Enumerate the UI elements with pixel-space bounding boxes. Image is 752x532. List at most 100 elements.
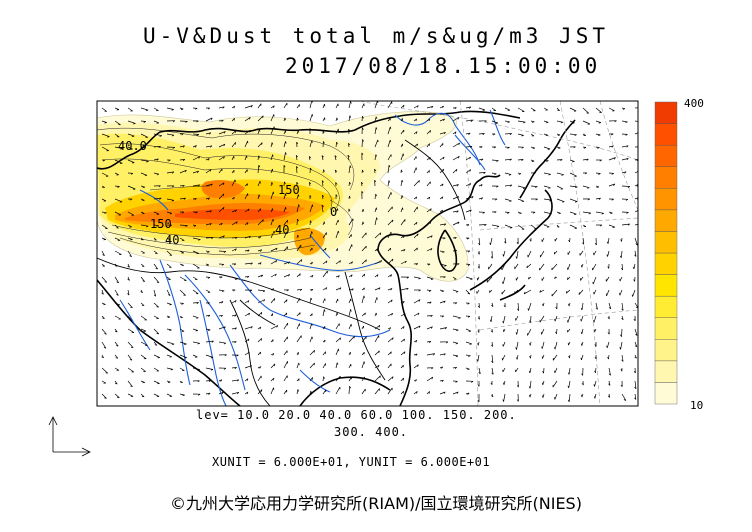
wind-arrow-head (490, 395, 494, 398)
wind-arrow (179, 276, 187, 281)
wind-arrow-head (210, 117, 213, 120)
wind-arrow (101, 328, 107, 335)
wind-arrow (296, 259, 303, 265)
wind-arrow-head (608, 383, 611, 386)
wind-arrow-head (209, 210, 212, 213)
wind-arrow-head (299, 288, 303, 291)
wind-arrow-head (593, 384, 595, 387)
wind-arrow (387, 219, 394, 226)
wind-arrow (552, 380, 558, 388)
wind-arrow-head (247, 249, 250, 252)
wind-arrow (465, 209, 472, 213)
wind-arrow (166, 367, 173, 370)
wind-arrow (192, 170, 199, 174)
wind-arrow (361, 312, 366, 317)
wind-arrow-head (599, 159, 602, 162)
wind-arrow (166, 198, 174, 201)
reference-vector (48, 416, 91, 457)
wind-arrow (205, 237, 214, 239)
wind-arrow (465, 183, 471, 187)
wind-arrow-head (196, 302, 199, 305)
wind-arrow (348, 129, 350, 135)
wind-arrow-head (259, 366, 262, 369)
wind-arrow-head (626, 158, 629, 161)
wind-arrow-head (321, 204, 324, 207)
wind-arrow (620, 250, 623, 258)
wind-arrow-head (196, 170, 199, 174)
wind-arrow-head (529, 239, 532, 242)
wind-arrow (568, 393, 571, 402)
wind-arrow-head (158, 185, 161, 188)
wind-arrow-head (334, 155, 337, 158)
wind-arrow (554, 341, 558, 350)
wind-arrow-head (248, 235, 251, 239)
wind-arrow (101, 211, 107, 214)
wind-arrow-head (490, 330, 493, 333)
wind-arrow-head (403, 105, 405, 108)
wind-arrow (374, 325, 381, 330)
wind-arrow-head (297, 218, 299, 222)
wind-arrow (127, 289, 130, 296)
wind-arrow (309, 204, 313, 213)
wind-arrow-head (515, 347, 517, 350)
wind-arrow-head (445, 341, 449, 344)
wind-arrow (127, 107, 133, 112)
wind-arrow (192, 133, 199, 135)
wind-arrow (578, 289, 584, 295)
wind-arrow (527, 250, 532, 258)
wind-arrow (192, 237, 201, 240)
wind-arrow-head (441, 183, 444, 187)
wind-arrow-head (299, 273, 301, 276)
wind-arrow-head (182, 394, 185, 397)
wind-arrow-head (457, 156, 460, 159)
wind-arrow (426, 376, 433, 382)
wind-arrow-head (298, 194, 300, 197)
wind-arrow (114, 250, 122, 255)
wind-arrow (608, 107, 615, 112)
wind-arrow-head (607, 395, 610, 398)
wind-arrow (529, 367, 532, 374)
wind-arrow (309, 377, 313, 382)
contour-levels-line1: lev= 10.0 20.0 40.0 60.0 100. 150. 200. (196, 408, 517, 422)
wind-arrow (439, 353, 446, 356)
wind-arrow-head (454, 366, 457, 370)
wind-arrow-head (529, 343, 531, 346)
wind-arrow (517, 107, 525, 112)
wind-arrow (244, 169, 248, 174)
wind-arrow-head (427, 263, 431, 266)
wind-arrow (477, 354, 480, 362)
wind-arrow-head (567, 320, 569, 323)
wind-arrow (400, 287, 409, 291)
wind-arrow-head (621, 267, 623, 271)
wind-arrow (205, 210, 212, 213)
wind-arrow (244, 300, 250, 304)
wind-arrow (539, 289, 545, 293)
wind-arrow (452, 196, 459, 200)
wind-arrow (595, 107, 602, 113)
wind-arrow (257, 289, 266, 292)
wind-arrow-head (594, 356, 597, 360)
wind-arrow (140, 302, 145, 306)
wind-arrow (526, 263, 532, 269)
wind-arrow (502, 341, 506, 347)
wind-arrow-head (310, 167, 312, 171)
wind-arrow (205, 354, 214, 358)
wind-arrow-head (467, 302, 470, 305)
wind-arrow (621, 145, 629, 148)
wind-arrow-head (470, 278, 473, 280)
wind-arrow-head (483, 172, 486, 174)
wind-arrow-head (389, 327, 392, 330)
wind-arrow (153, 224, 159, 227)
wind-arrow (244, 129, 251, 135)
wind-arrow (218, 326, 226, 330)
wind-arrow (439, 131, 446, 135)
wind-arrow-head (496, 185, 499, 188)
wind-arrow-head (574, 213, 577, 215)
wind-arrow-head (248, 351, 250, 355)
wind-arrow-head (208, 132, 212, 135)
wind-arrow-head (283, 165, 286, 168)
wind-arrow (515, 367, 519, 373)
wind-arrow-head (418, 299, 421, 302)
wind-arrow (348, 386, 350, 395)
wind-arrow (400, 338, 405, 343)
